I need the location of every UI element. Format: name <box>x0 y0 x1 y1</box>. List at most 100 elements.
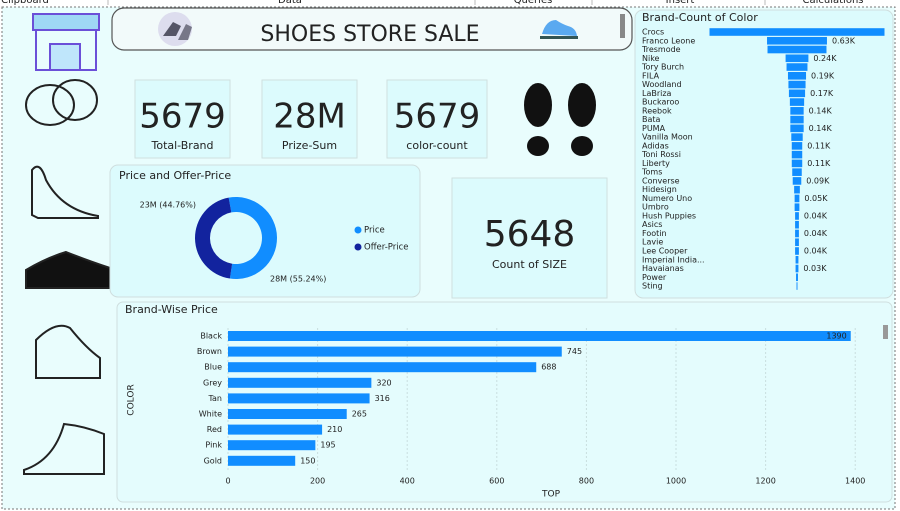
funnel-bar <box>795 238 799 247</box>
funnel-bar <box>794 185 800 194</box>
title-scrollbar <box>620 14 625 38</box>
bar-value-label: 688 <box>541 363 556 372</box>
funnel-category: Converse <box>642 176 680 185</box>
kpi-value: 5679 <box>139 97 226 137</box>
bar <box>228 377 372 388</box>
funnel-value-label: 0.11K <box>807 141 831 150</box>
funnel-bar <box>796 282 798 290</box>
y-tick-label: Red <box>207 425 222 434</box>
funnel-bar <box>788 89 806 98</box>
bar-value-label: 316 <box>375 394 390 403</box>
funnel-bar <box>796 273 798 282</box>
funnel-category: Toni Rossi <box>641 150 681 159</box>
funnel-bar <box>787 72 807 80</box>
funnel-category: Vanilla Moon <box>642 133 693 142</box>
slice-label: 28M (55.24%) <box>270 275 326 284</box>
funnel-value-label: 0.04K <box>804 211 828 220</box>
ribbon-tab: Queries <box>514 0 553 6</box>
x-tick-label: 0 <box>225 477 230 486</box>
bar <box>228 440 316 451</box>
funnel-value-label: 0.05K <box>804 194 828 203</box>
bar-scrollbar <box>883 325 888 339</box>
bar <box>228 409 347 419</box>
funnel-category: Power <box>642 273 667 282</box>
title-box <box>111 7 633 51</box>
funnel-category: Asics <box>642 220 662 229</box>
chart-title: Brand-Wise Price <box>125 303 218 316</box>
funnel-bar <box>788 80 806 89</box>
funnel-value-label: 0.24K <box>813 54 837 63</box>
kpi-label: color-count <box>406 139 468 152</box>
y-tick-label: Gold <box>204 456 222 465</box>
kpi-card <box>386 79 488 159</box>
x-tick-label: 1400 <box>845 477 865 486</box>
chart-title: Brand-Count of Color <box>642 11 758 24</box>
funnel-category: Nike <box>642 54 660 63</box>
funnel-value-label: 0.04K <box>804 229 828 238</box>
kpi-card <box>261 79 358 159</box>
funnel-value-label: 0.63K <box>832 36 856 45</box>
funnel-bar <box>767 45 827 54</box>
x-tick-label: 600 <box>489 477 504 486</box>
funnel-category: Adidas <box>642 141 669 150</box>
funnel-bar <box>790 107 804 115</box>
funnel-category: Havaianas <box>642 264 684 273</box>
funnel-panel <box>634 9 894 299</box>
x-axis-label: TOP <box>541 490 561 500</box>
footprint-icons <box>524 83 596 156</box>
ribbon-tab: Calculations <box>803 0 864 6</box>
bar <box>228 362 537 373</box>
kpi-card <box>451 177 608 299</box>
kpi-label: Prize-Sum <box>282 139 337 152</box>
slice-label: 23M (44.76%) <box>140 201 196 210</box>
y-tick-label: Tan <box>207 394 222 403</box>
funnel-category: Liberty <box>642 159 670 168</box>
bar-value-label: 150 <box>300 456 315 465</box>
funnel-value-label: 0.14K <box>809 124 833 133</box>
funnel-category: FILA <box>642 71 660 80</box>
chart-title: Price and Offer-Price <box>119 169 231 182</box>
funnel-category: Buckaroo <box>642 98 679 107</box>
x-tick-label: 800 <box>579 477 594 486</box>
x-tick-label: 400 <box>400 477 415 486</box>
funnel-bar <box>791 150 803 159</box>
funnel-category: Hidesign <box>642 185 677 194</box>
funnel-bar <box>791 159 803 168</box>
x-tick-label: 1000 <box>666 477 686 486</box>
funnel-bar <box>795 264 799 273</box>
x-tick-label: 200 <box>310 477 325 486</box>
bar <box>228 393 370 404</box>
funnel-value-label: 0.11K <box>807 159 831 168</box>
funnel-value-label: 0.14K <box>809 106 833 115</box>
bar-value-label: 745 <box>567 347 582 356</box>
funnel-value-label: 0.19K <box>811 71 835 80</box>
funnel-bar <box>794 194 800 203</box>
donut-slice <box>195 197 233 279</box>
funnel-category: Tory Burch <box>641 63 684 72</box>
bar-value-label: 210 <box>327 425 342 434</box>
funnel-bar <box>767 36 827 45</box>
funnel-category: Woodland <box>642 80 682 89</box>
funnel-bar <box>709 28 885 36</box>
ribbon-separators <box>107 0 766 5</box>
funnel-bar <box>789 98 805 106</box>
bar-value-label: 320 <box>376 378 391 387</box>
funnel-category: LaBriza <box>642 89 672 98</box>
y-tick-label: Pink <box>205 441 222 450</box>
funnel-value-label: 0.04K <box>804 247 828 256</box>
funnel-category: Crocs <box>642 28 664 37</box>
funnel-category: Lavie <box>642 238 663 247</box>
funnel-category: Lee Cooper <box>642 247 688 256</box>
funnel-bar <box>791 142 803 150</box>
funnel-category: Hush Puppies <box>642 211 696 220</box>
funnel-bar <box>791 133 803 141</box>
funnel-bar <box>786 63 808 71</box>
funnel-category: Reebok <box>642 106 672 115</box>
funnel-bar <box>792 177 802 185</box>
donut-slice <box>228 196 278 279</box>
kpi-label: Count of SIZE <box>492 258 567 271</box>
funnel-value-label: 0.17K <box>810 89 834 98</box>
shoe-icons <box>23 13 111 475</box>
funnel-category: Sting <box>642 282 663 291</box>
